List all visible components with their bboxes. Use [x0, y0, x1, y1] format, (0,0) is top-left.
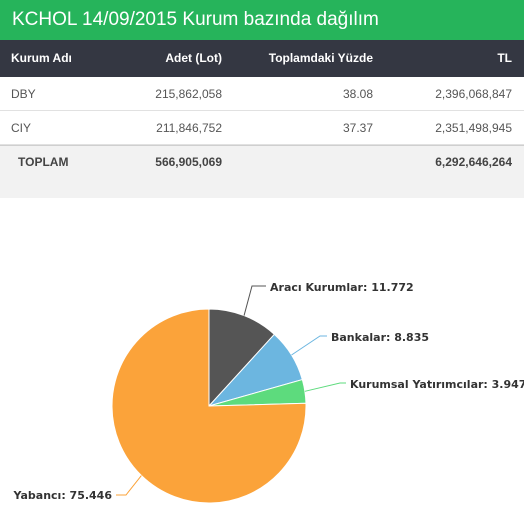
- table-header: Kurum Adı Adet (Lot) Toplamdaki Yüzde TL: [0, 40, 524, 77]
- total-tl: 6,292,646,264: [435, 155, 512, 169]
- cell-adet: 215,862,058: [155, 87, 222, 101]
- distribution-table: Kurum Adı Adet (Lot) Toplamdaki Yüzde TL…: [0, 40, 524, 219]
- column-header-kurum-adi[interactable]: Kurum Adı: [11, 51, 72, 65]
- cell-adet: 211,846,752: [156, 121, 222, 135]
- table-row: CIY 211,846,752 37.37 2,351,498,945: [0, 111, 524, 145]
- pie-slice[interactable]: [208, 308, 276, 408]
- pie-slice[interactable]: [111, 308, 307, 504]
- cell-yuzde: 37.37: [342, 121, 373, 135]
- column-header-adet[interactable]: Adet (Lot): [165, 51, 222, 65]
- column-header-yuzde[interactable]: Toplamdaki Yüzde: [268, 51, 373, 65]
- pie-label-connector: [291, 335, 327, 356]
- pie-label-connector: [116, 475, 142, 496]
- pie-slice-label: Yabancı: 75.446: [13, 489, 113, 502]
- total-row: TOPLAM 566,905,069 6,292,646,264: [0, 145, 524, 177]
- cell-tl: 2,351,498,945: [435, 121, 512, 135]
- pie-label-connector: [243, 285, 266, 316]
- pie-chart: Aracı Kurumlar: 11.772 Bankalar: 8.835 Kur…: [0, 198, 524, 529]
- cell-tl: 2,396,068,847: [435, 87, 512, 101]
- cell-yuzde: 38.08: [342, 87, 373, 101]
- pie-chart-svg: Aracı Kurumlar: 11.772 Bankalar: 8.835 Kur…: [13, 281, 524, 504]
- total-adet: 566,905,069: [155, 155, 222, 169]
- pie-label-connector: [304, 382, 346, 392]
- column-header-tl[interactable]: TL: [497, 51, 512, 65]
- pie-slice-label: Aracı Kurumlar: 11.772: [270, 281, 414, 294]
- cell-kurum-adi: CIY: [11, 121, 32, 135]
- page-title: KCHOL 14/09/2015 Kurum bazında dağılım: [0, 0, 524, 40]
- pie-slice-label: Bankalar: 8.835: [331, 331, 429, 344]
- pie-slice-label: Kurumsal Yatırımcılar: 3.947: [350, 378, 524, 391]
- cell-kurum-adi: DBY: [11, 87, 36, 101]
- total-label: TOPLAM: [18, 155, 69, 169]
- table-row: DBY 215,862,058 38.08 2,396,068,847: [0, 77, 524, 111]
